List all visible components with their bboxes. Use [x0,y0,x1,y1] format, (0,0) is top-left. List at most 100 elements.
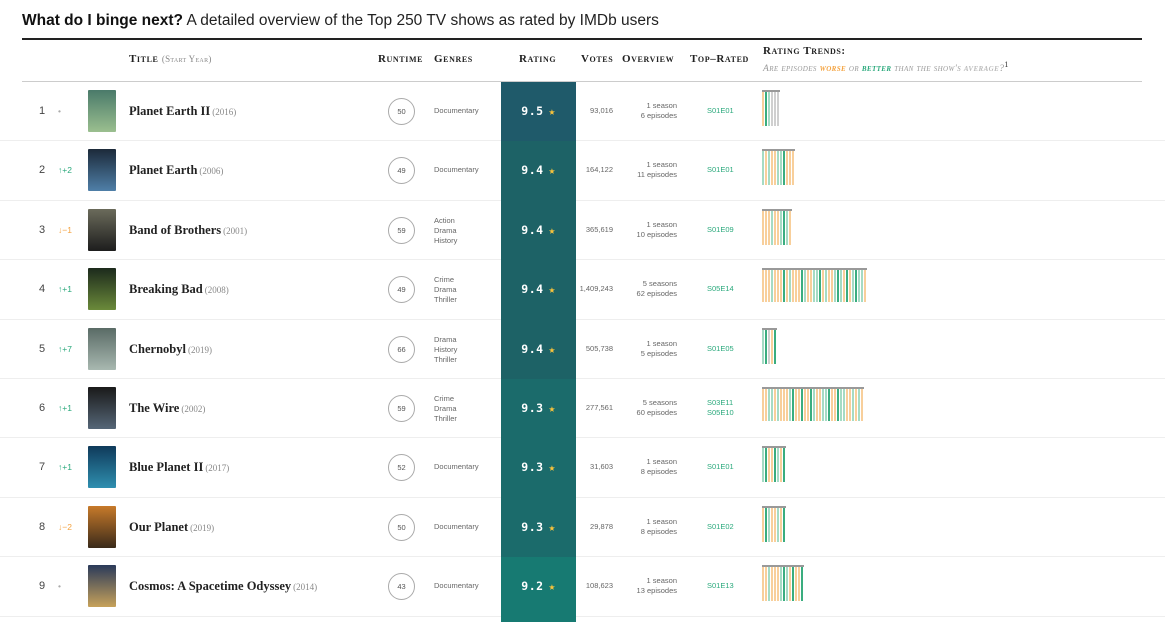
trend-bar [774,386,776,421]
poster-image[interactable] [88,505,116,548]
top-rated-episode[interactable]: S01E01 [707,165,734,175]
poster-image[interactable] [88,327,116,370]
table-row[interactable]: 4 ↑+1 Breaking Bad (2008) 49 Crime Drama Thrill… [0,260,1165,320]
trend-bar [795,565,797,602]
show-title[interactable]: Cosmos: A Spacetime Odyssey (2014) [129,579,317,594]
rating-cell: 9.3 ★ [501,438,576,498]
poster-image[interactable] [88,149,116,192]
top-rated-episode[interactable]: S01E13 [707,581,734,591]
genre-list: Documentary [434,106,479,116]
star-icon: ★ [548,580,556,594]
show-name[interactable]: Chernobyl [129,341,186,356]
episode-code[interactable]: S01E05 [707,343,734,353]
episode-code[interactable]: S05E10 [707,407,734,417]
rating-trend-chart[interactable] [762,505,786,548]
rating-trend-chart[interactable] [762,565,804,607]
star-icon: ★ [548,223,556,237]
star-icon: ★ [548,401,556,415]
table-row[interactable]: 3 ↓−1 Band of Brothers (2001) 59 Action Drama H… [0,200,1165,261]
show-title[interactable]: Chernobyl (2019) [129,342,212,357]
rating-trend-chart[interactable] [762,386,864,429]
trend-bar [771,505,773,542]
poster-image[interactable] [88,208,116,251]
top-rated-episode[interactable]: S01E01 [707,462,734,472]
star-icon: ★ [548,164,556,178]
poster-image[interactable] [88,386,116,429]
top-rated-episode[interactable]: S01E05 [707,344,734,354]
top-rated-episode[interactable]: S01E01 [707,106,734,116]
show-title[interactable]: The Wire (2002) [129,401,205,416]
rank-change: ↑+1 [58,284,72,295]
rating-trend-chart[interactable] [762,208,792,251]
column-header-genres[interactable]: Genres [434,53,473,65]
show-title[interactable]: Blue Planet II (2017) [129,460,229,475]
show-name[interactable]: Band of Brothers [129,222,222,237]
rating-value: 9.4 [521,222,544,237]
episode-code[interactable]: S01E01 [707,165,734,175]
show-title[interactable]: Our Planet (2019) [129,520,214,535]
table-row[interactable]: 6 ↑+1 The Wire (2002) 59 Crime Drama Thriller 9.… [0,378,1165,439]
trend-bar [762,505,764,542]
vote-count: 277,561 [585,402,613,412]
top-rated-episode[interactable]: S03E11 S05E10 [707,398,734,418]
show-name[interactable]: Breaking Bad [129,282,203,297]
show-name[interactable]: Blue Planet II [129,460,204,475]
rating-trend-chart[interactable] [762,268,867,310]
top-rated-episode[interactable]: S01E09 [707,225,734,235]
show-name[interactable]: Planet Earth [129,163,198,178]
episode-code[interactable]: S01E13 [707,581,734,591]
trend-bar [792,565,794,602]
show-name[interactable]: The Wire [129,400,180,415]
column-header-runtime[interactable]: Runtime [378,53,424,65]
show-name[interactable]: Our Planet [129,519,189,534]
episode-code[interactable]: S01E02 [707,521,734,531]
episode-code[interactable]: S03E11 [707,397,734,407]
table-row[interactable]: 5 ↑+7 Chernobyl (2019) 66 Drama History Thrille… [0,319,1165,379]
table-row[interactable]: 9 • Cosmos: A Spacetime Odyssey (2014) 43 Doc… [0,557,1165,617]
trend-bar [792,268,794,303]
top-rated-episode[interactable]: S05E14 [707,284,734,294]
episode-code[interactable]: S01E09 [707,224,734,234]
show-name[interactable]: Cosmos: A Spacetime Odyssey [129,579,292,594]
footnote-marker[interactable]: 1 [1004,60,1009,69]
trend-bar [789,208,791,245]
column-header-top-rated[interactable]: Top–Rated [690,53,749,65]
episode-code[interactable]: S01E01 [707,462,734,472]
rating-cell: 9.5 ★ [501,82,576,142]
rating-trend-chart[interactable] [762,446,786,488]
trend-bar [771,90,773,126]
trend-bar [774,208,776,245]
genre-list: Documentary [434,462,479,472]
show-title[interactable]: Breaking Bad (2008) [129,282,229,297]
poster-image[interactable] [88,446,116,489]
show-name[interactable]: Planet Earth II [129,104,211,118]
rating-trend-chart[interactable] [762,327,777,370]
genre-item: Documentary [434,581,479,591]
column-header-votes[interactable]: Votes [581,53,614,65]
table-row[interactable]: 7 ↑+1 Blue Planet II (2017) 52 Documentary 9.3… [0,438,1165,498]
poster-image[interactable] [88,268,116,311]
episode-code[interactable]: S01E01 [707,106,734,115]
show-title[interactable]: Planet Earth (2006) [129,163,223,178]
table-row[interactable]: 1 • Planet Earth II (2016) 50 Documentary 9.5 ★… [0,82,1165,142]
column-header-overview[interactable]: Overview [622,53,675,65]
table-row[interactable]: 2 ↑+2 Planet Earth (2006) 49 Documentary 9.4 ★ 1… [0,141,1165,201]
table-row[interactable]: 8 ↓−2 Our Planet (2019) 50 Documentary 9.3 ★ 29,… [0,497,1165,558]
genre-item: History [434,344,458,354]
column-header-rating[interactable]: Rating [519,53,557,65]
poster-image[interactable] [88,90,116,132]
show-title[interactable]: Planet Earth II (2016) [129,104,236,119]
rating-trend-chart[interactable] [762,90,780,132]
trend-bar [774,268,776,303]
column-header-title[interactable]: Title (Start Year) [129,53,212,65]
show-title[interactable]: Band of Brothers (2001) [129,223,247,238]
rating-cell: 9.4 ★ [501,319,576,379]
top-rated-episode[interactable]: S01E02 [707,522,734,532]
trend-bar [792,149,794,186]
trend-bar [777,268,779,303]
rank-number: 1 [38,105,46,117]
rating-trend-chart[interactable] [762,149,795,191]
poster-image[interactable] [88,565,116,608]
trend-bar [768,565,770,602]
episode-code[interactable]: S05E14 [707,284,734,294]
